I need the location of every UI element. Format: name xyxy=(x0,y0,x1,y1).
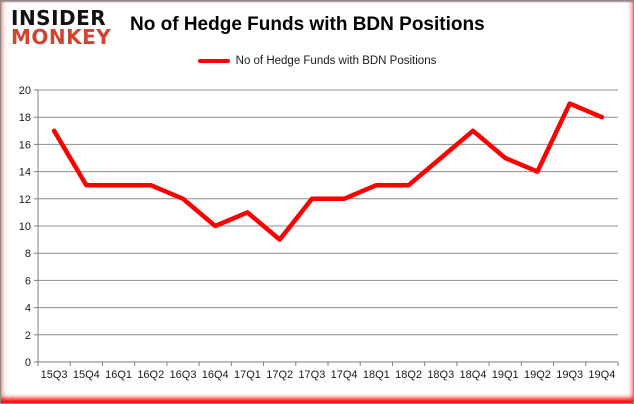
y-axis-label: 18 xyxy=(19,112,31,124)
y-axis-label: 6 xyxy=(25,275,31,287)
insider-monkey-logo: INSIDER MONKEY xyxy=(11,6,112,49)
x-axis-label: 17Q3 xyxy=(298,369,325,381)
data-line xyxy=(51,101,605,242)
x-axis-label: 19Q3 xyxy=(556,369,583,381)
x-axis-label: 19Q1 xyxy=(492,369,519,381)
x-axis-label: 16Q2 xyxy=(137,369,164,381)
x-axis-label: 17Q4 xyxy=(331,369,358,381)
x-axis-label: 15Q3 xyxy=(41,369,68,381)
x-axis-label: 16Q3 xyxy=(170,369,197,381)
x-axis-label: 17Q1 xyxy=(234,369,261,381)
x-axis-label: 18Q4 xyxy=(460,369,487,381)
y-axis-label: 12 xyxy=(19,194,31,206)
legend-label: No of Hedge Funds with BDN Positions xyxy=(235,55,437,67)
x-axis-label: 16Q4 xyxy=(202,369,229,381)
y-axis-label: 10 xyxy=(19,221,31,233)
y-axis-label: 4 xyxy=(25,303,31,315)
x-axis-label: 19Q4 xyxy=(588,369,615,381)
y-axis-label: 20 xyxy=(19,85,31,97)
x-axis-label: 15Q4 xyxy=(73,369,100,381)
x-axis-label: 19Q2 xyxy=(524,369,551,381)
legend: No of Hedge Funds with BDN Positions xyxy=(1,55,633,67)
chart-title: No of Hedge Funds with BDN Positions xyxy=(130,14,485,35)
x-axis-label: 18Q3 xyxy=(427,369,454,381)
x-axis-label: 18Q1 xyxy=(363,369,390,381)
y-axis-label: 2 xyxy=(25,330,31,342)
y-axis-label: 8 xyxy=(25,248,31,260)
y-axis-label: 14 xyxy=(19,167,31,179)
y-axis-label: 0 xyxy=(25,357,31,369)
logo-insider-text: INSIDER xyxy=(11,6,107,30)
legend-marker-line xyxy=(197,59,230,63)
y-axis-label: 16 xyxy=(19,139,31,151)
x-axis-label: 17Q2 xyxy=(266,369,293,381)
x-axis-label: 18Q2 xyxy=(395,369,422,381)
x-axis-label: 16Q1 xyxy=(105,369,132,381)
logo-monkey-text: MONKEY xyxy=(11,25,112,49)
